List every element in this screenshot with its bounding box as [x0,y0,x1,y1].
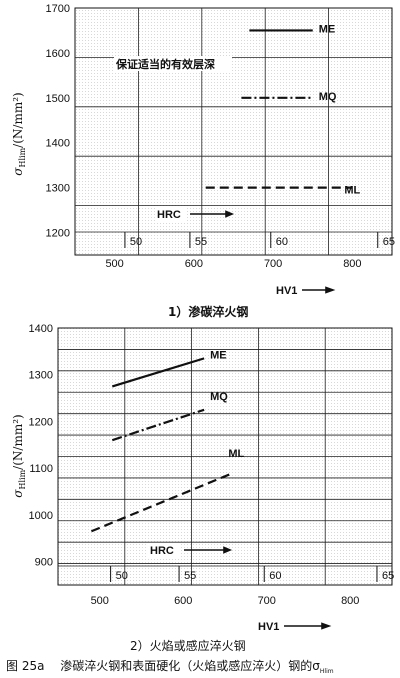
chart-0-series-labels: ME MQ ML [319,23,361,196]
chart-1-subtitle: 2）火焰或感应淬火钢 [130,638,246,653]
series-label-mq: MQ [210,391,228,403]
chart-1-x-axis-arrow [284,622,332,630]
chart-0-y-axis-label: σHlim/(N/mm²) [11,92,27,175]
y-tick-label: 1300 [46,183,70,195]
y-tick-label: 1200 [46,228,70,240]
chart-0-plot-area [74,7,393,256]
hrc-tick-label: 55 [184,570,196,582]
x-tick-label: 800 [343,258,361,270]
chart-1-series [90,357,234,533]
hrc-tick-label: 60 [276,236,288,248]
y-tick-label: 1600 [46,48,70,60]
chart-1-hrc-label-box [148,543,180,557]
y-tick-label: 1000 [29,510,53,522]
figure-caption-text: 渗碳淬火钢和表面硬化（火焰或感应淬火）钢的σ [60,658,320,673]
chart-1-y-axis-label: σHlim/(N/mm²) [11,414,27,497]
chart-0-subtitle: 1）渗碳淬火钢 [168,304,248,319]
chart-0-y-tick-labels: 1200 1300 1400 1500 1600 1700 [46,3,70,240]
chart-1-hrc-tick-labels: 50 55 60 65 [110,566,394,582]
chart-1-x-tick-labels: 500 600 700 800 [91,595,360,607]
series-label-me: ME [210,349,227,361]
chart-1-x-axis-label: HV1 [258,621,279,633]
x-tick-label: 500 [105,258,123,270]
chart-0-y-axis-symbol: σ [11,167,25,176]
x-tick-label: 600 [185,258,203,270]
chart-1-y-tick-labels: 900 1000 1100 1200 1300 1400 [29,323,53,569]
chart-0-hrc-label-box [155,207,187,221]
hrc-tick-label: 50 [116,570,128,582]
hrc-tick-label: 55 [195,236,207,248]
chart-1-y-axis-unit: /(N/mm²) [11,414,25,470]
hrc-tick-label: 65 [382,570,394,582]
chart-0-y-axis-subscript: Hlim [18,147,27,167]
series-label-ml: ML [344,185,360,197]
series-label-me: ME [319,23,336,35]
series-line-me [111,357,205,388]
y-tick-label: 1500 [46,93,70,105]
hrc-tick-label: 65 [383,236,395,248]
chart-0-hrc-label: HRC [157,209,181,221]
figure-caption-subscript: Hlim [320,668,334,675]
hrc-tick-label: 50 [130,236,142,248]
chart-0-hrc-arrow [190,210,235,218]
chart-1-y-axis-symbol: σ [11,489,25,498]
hrc-tick-label: 60 [269,570,281,582]
y-tick-label: 900 [35,557,53,569]
series-label-mq: MQ [319,91,337,103]
chart-0-x-axis-arrow [302,286,336,294]
chart-0-series [205,29,353,189]
chart-1-series-labels: ME MQ ML [210,349,244,459]
x-tick-label: 700 [264,258,282,270]
x-tick-label: 500 [91,595,109,607]
chart-0-grid [75,8,392,255]
chart-0-annotation-box [114,56,232,71]
y-tick-label: 1400 [29,323,53,335]
chart-0-x-axis-label: HV1 [276,285,297,297]
series-line-ml [90,471,234,533]
chart-0-hrc-tick-labels: 50 55 60 65 [124,232,395,248]
series-label-ml: ML [228,448,244,460]
y-tick-label: 1700 [46,3,70,15]
figure-caption: 图 25a 渗碳淬火钢和表面硬化（火焰或感应淬火）钢的σHlim [6,658,334,675]
x-tick-label: 600 [174,595,192,607]
chart-1-hrc-arrow [184,546,233,554]
y-tick-label: 1300 [29,370,53,382]
chart-0-y-axis-unit: /(N/mm²) [11,92,25,148]
figure-caption-number: 图 25a [6,659,44,673]
y-tick-label: 1200 [29,416,53,428]
chart-0-x-tick-labels: 500 600 700 800 [105,258,361,270]
y-tick-label: 1400 [46,138,70,150]
x-tick-label: 700 [258,595,276,607]
y-tick-label: 1100 [29,463,53,475]
chart-carburized: 1200 1300 1400 1500 1600 1700 500 600 700 800 50… [11,3,395,319]
chart-1-hrc-label: HRC [150,545,174,557]
chart-1-y-axis-subscript: Hlim [18,469,27,489]
chart-0-annotation: 保证适当的有效层深 [115,57,215,71]
x-tick-label: 800 [341,595,359,607]
chart-1-grid [58,328,392,585]
series-line-mq [111,408,205,442]
